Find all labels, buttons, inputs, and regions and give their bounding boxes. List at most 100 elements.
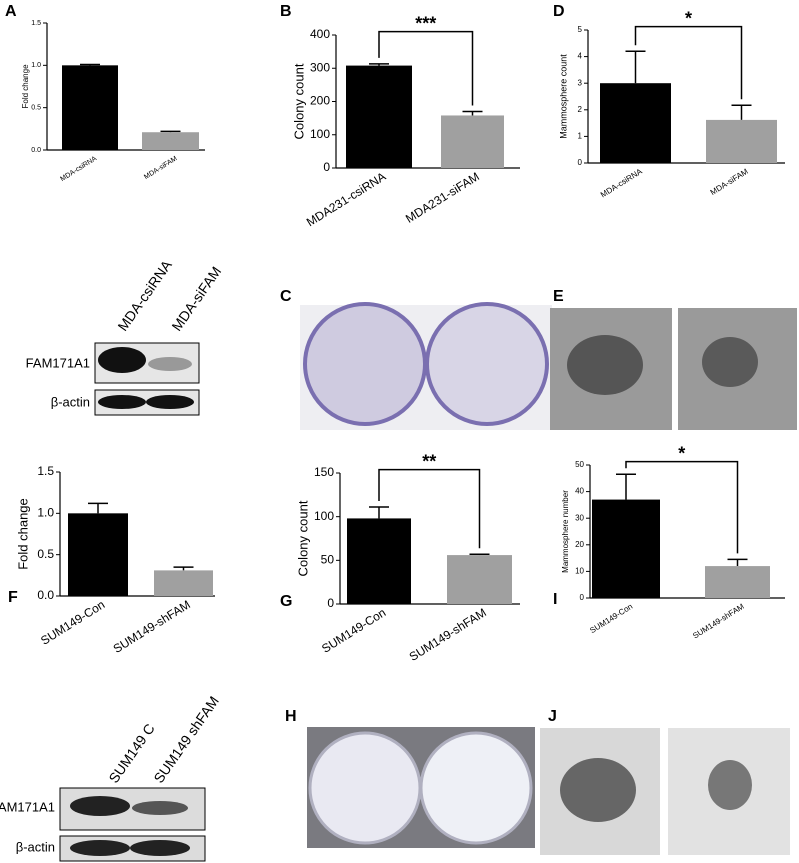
- sphere: [702, 337, 758, 387]
- bar: [706, 119, 777, 163]
- lane-label: MDA-siFAM: [168, 263, 224, 333]
- dish: [308, 731, 422, 845]
- x-tick-label: MDA231-siFAM: [403, 169, 482, 225]
- panel-label: G: [280, 593, 292, 610]
- image-j: J: [540, 708, 790, 855]
- dish: [303, 302, 427, 426]
- y-tick-label: 20: [575, 540, 584, 549]
- bar: [62, 65, 118, 150]
- significance-label: *: [678, 443, 685, 463]
- y-tick-label: 0.0: [31, 147, 41, 154]
- bar: [154, 570, 213, 596]
- image-h: H: [285, 708, 535, 848]
- sphere: [708, 760, 752, 810]
- y-tick-label: 30: [575, 513, 584, 522]
- panel-label: C: [280, 288, 292, 305]
- bar: [600, 83, 671, 163]
- significance-bracket: [378, 30, 474, 106]
- bar: [68, 513, 128, 596]
- y-axis-label: Colony count: [291, 63, 306, 139]
- y-tick-label: 50: [575, 460, 584, 469]
- x-tick-label: MDA231-csiRNA: [304, 169, 388, 229]
- panel-label: J: [548, 708, 557, 725]
- y-axis-label: Mammosphere number: [561, 490, 570, 573]
- y-tick-label: 0: [327, 596, 334, 610]
- significance-label: ***: [415, 13, 436, 33]
- y-tick-label: 2: [578, 105, 583, 114]
- y-tick-label: 0: [580, 593, 585, 602]
- bar: [447, 555, 512, 604]
- significance-bracket: [634, 25, 743, 100]
- x-tick-label: SUM149-shFAM: [691, 602, 746, 641]
- x-tick-label: SUM149-Con: [38, 597, 107, 647]
- y-tick-label: 40: [575, 487, 584, 496]
- y-tick-label: 1.5: [31, 20, 41, 27]
- y-tick-label: 1.0: [31, 62, 41, 69]
- band: [70, 840, 130, 856]
- dish: [425, 302, 549, 426]
- x-tick-label: MDA-csiRNA: [59, 155, 98, 183]
- significance-bracket: [378, 468, 481, 549]
- x-tick-label: SUM149-Con: [319, 605, 388, 655]
- y-tick-label: 1.5: [37, 464, 54, 478]
- panel-label: F: [8, 589, 18, 606]
- y-tick-label: 100: [310, 127, 330, 141]
- bar: [142, 132, 199, 150]
- y-tick-label: 0: [323, 160, 330, 174]
- y-tick-label: 0.0: [37, 588, 54, 602]
- y-tick-label: 400: [310, 27, 330, 41]
- x-tick-label: SUM149-shFAM: [407, 605, 489, 664]
- lane-label: MDA-csiRNA: [114, 257, 175, 334]
- panel-label: B: [280, 3, 292, 20]
- y-tick-label: 5: [578, 25, 583, 34]
- x-tick-label: MDA-siFAM: [709, 167, 750, 197]
- y-axis-label: Mammosphere count: [558, 54, 568, 139]
- band: [70, 796, 130, 816]
- y-axis-label: Colony count: [295, 500, 310, 576]
- x-tick-label: SUM149-shFAM: [111, 597, 193, 656]
- band: [148, 357, 192, 371]
- band: [98, 395, 146, 409]
- y-axis-label: Fold change: [21, 64, 30, 109]
- y-tick-label: 4: [578, 52, 583, 61]
- y-tick-label: 0: [578, 158, 583, 167]
- y-tick-label: 10: [575, 567, 584, 576]
- y-tick-label: 300: [310, 60, 330, 74]
- panel-label: E: [553, 288, 564, 305]
- sphere: [560, 758, 636, 822]
- x-tick-label: SUM149-Con: [588, 602, 634, 635]
- row-label: FAM171A1: [26, 355, 90, 370]
- y-axis-label: Fold change: [15, 498, 30, 570]
- y-tick-label: 0.5: [37, 547, 54, 561]
- lane-label: SUM149 shFAM: [150, 693, 222, 786]
- band: [98, 347, 146, 373]
- bar: [346, 65, 412, 168]
- panel-label: I: [553, 591, 557, 608]
- y-tick-label: 150: [314, 465, 334, 479]
- bar: [347, 518, 411, 604]
- y-tick-label: 0.5: [31, 105, 41, 112]
- y-tick-label: 1.0: [37, 506, 54, 520]
- x-tick-label: MDA-csiRNA: [599, 167, 644, 200]
- row-label: β-actin: [16, 839, 55, 854]
- significance-label: **: [422, 451, 436, 471]
- band: [132, 801, 188, 815]
- panel-label: H: [285, 708, 297, 725]
- row-label: β-actin: [51, 394, 90, 409]
- significance-bracket: [625, 460, 739, 554]
- panel-label: D: [553, 3, 565, 20]
- band: [130, 840, 190, 856]
- bar: [441, 115, 504, 168]
- blot-1: MDA-csiRNA MDA-siFAM FAM171A1 β-actin: [26, 257, 224, 416]
- panel-label: A: [5, 3, 17, 20]
- y-tick-label: 200: [310, 94, 330, 108]
- sphere: [567, 335, 643, 395]
- image-e: E: [550, 288, 797, 430]
- row-label: FAM171A1: [0, 799, 55, 814]
- y-tick-label: 50: [321, 553, 335, 567]
- image-c: C: [280, 288, 552, 430]
- x-tick-label: MDA-siFAM: [143, 155, 179, 181]
- y-tick-label: 100: [314, 509, 334, 523]
- bar: [592, 499, 660, 598]
